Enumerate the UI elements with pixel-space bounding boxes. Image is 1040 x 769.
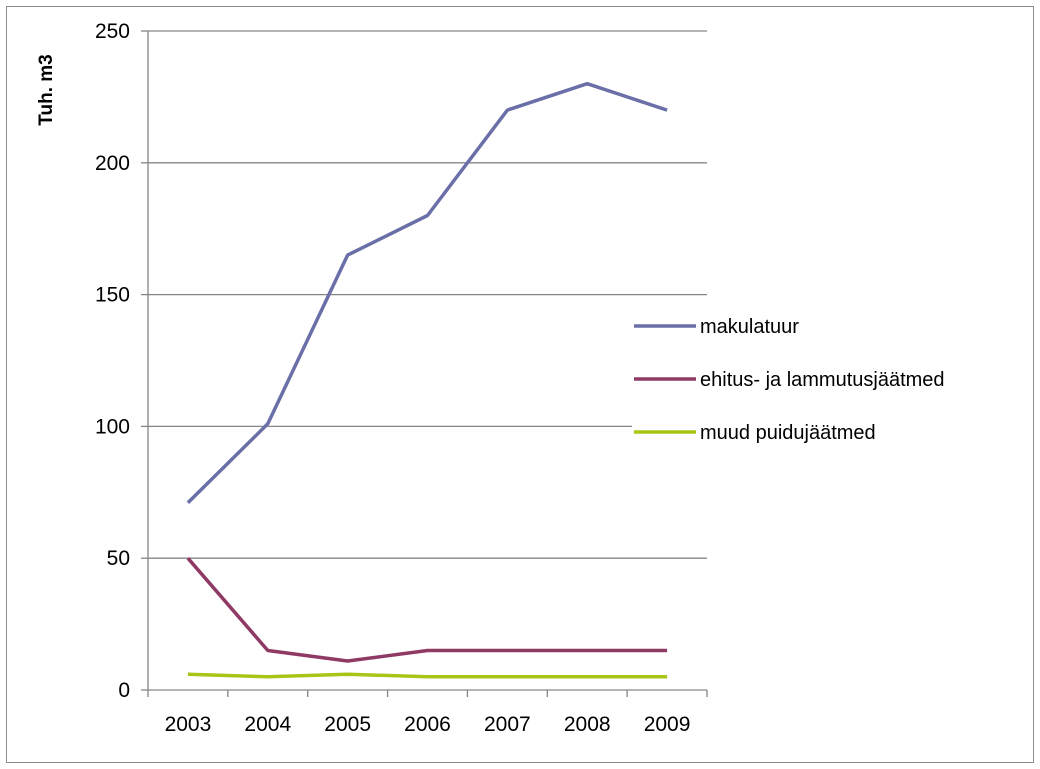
x-tick-label: 2007 [484, 713, 531, 736]
y-tick-label: 200 [95, 152, 130, 175]
legend-label-1: makulatuur [700, 316, 799, 338]
series-line-1 [186, 81, 668, 505]
y-tick-label: 50 [107, 547, 130, 570]
x-tick-label: 2009 [644, 713, 691, 736]
y-tick-labels: 0 50 100 150 200 250 [95, 20, 130, 702]
series-lines [186, 81, 668, 679]
x-tick-label: 2003 [165, 713, 212, 736]
gridlines [148, 30, 707, 559]
series-line-2 [186, 557, 668, 663]
axes [141, 30, 708, 697]
y-tick-label: 0 [118, 679, 130, 702]
y-tick-label: 100 [95, 415, 130, 438]
x-tick-label: 2006 [404, 713, 451, 736]
legend: makulatuur ehitus- ja lammutusjäätmed muud… [632, 312, 949, 446]
legend-label-3: muud puidujäätmed [700, 422, 876, 444]
series-line-3 [187, 672, 668, 679]
legend-label-2: ehitus- ja lammutusjäätmed [700, 369, 945, 391]
x-tick-label: 2004 [244, 713, 291, 736]
y-tick-label: 250 [95, 20, 130, 43]
x-tick-labels: 2003 2004 2005 2006 2007 2008 2009 [165, 713, 691, 736]
x-tick-label: 2005 [324, 713, 371, 736]
y-axis-title: Tuh. m3 [36, 54, 57, 125]
x-tick-label: 2008 [564, 713, 611, 736]
y-tick-label: 150 [95, 284, 130, 307]
